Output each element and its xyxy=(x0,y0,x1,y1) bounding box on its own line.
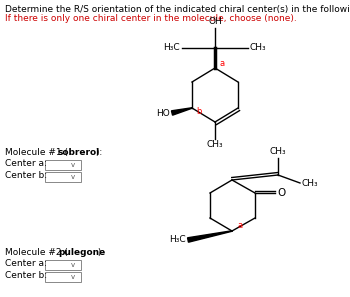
Text: Determine the R/S orientation of the indicated chiral center(s) in the following: Determine the R/S orientation of the ind… xyxy=(5,5,350,14)
Text: Center a:: Center a: xyxy=(5,259,47,268)
Text: H₃C: H₃C xyxy=(169,236,186,244)
FancyBboxPatch shape xyxy=(45,260,81,270)
Text: CH₃: CH₃ xyxy=(302,178,318,187)
Text: Center b:: Center b: xyxy=(5,171,47,180)
Text: Molecule #2 (: Molecule #2 ( xyxy=(5,248,71,257)
Text: v: v xyxy=(71,162,75,168)
Text: a: a xyxy=(237,222,242,230)
Text: OH: OH xyxy=(208,17,222,26)
FancyBboxPatch shape xyxy=(45,272,81,282)
Text: sobrerol: sobrerol xyxy=(58,148,100,157)
Text: If there is only one chiral center in the molecule, choose (none).: If there is only one chiral center in th… xyxy=(5,14,297,23)
Text: ):: ): xyxy=(95,248,104,257)
Polygon shape xyxy=(172,108,192,115)
Text: Center a:: Center a: xyxy=(5,159,47,168)
Text: b: b xyxy=(196,107,201,116)
Text: HO: HO xyxy=(156,108,170,118)
Text: CH₃: CH₃ xyxy=(270,147,286,156)
Text: H₃C: H₃C xyxy=(163,43,180,53)
Text: Center b:: Center b: xyxy=(5,271,47,280)
FancyBboxPatch shape xyxy=(45,160,81,170)
Text: O: O xyxy=(277,188,285,198)
Text: a: a xyxy=(220,59,225,67)
Text: v: v xyxy=(71,262,75,268)
Text: v: v xyxy=(71,174,75,180)
Text: v: v xyxy=(71,274,75,280)
Text: pulegone: pulegone xyxy=(58,248,105,257)
FancyBboxPatch shape xyxy=(45,172,81,182)
Text: CH₃: CH₃ xyxy=(207,140,223,149)
Text: ):: ): xyxy=(93,148,102,157)
Text: CH₃: CH₃ xyxy=(250,43,267,53)
Text: Molecule #1 (: Molecule #1 ( xyxy=(5,148,71,157)
Polygon shape xyxy=(188,231,232,242)
